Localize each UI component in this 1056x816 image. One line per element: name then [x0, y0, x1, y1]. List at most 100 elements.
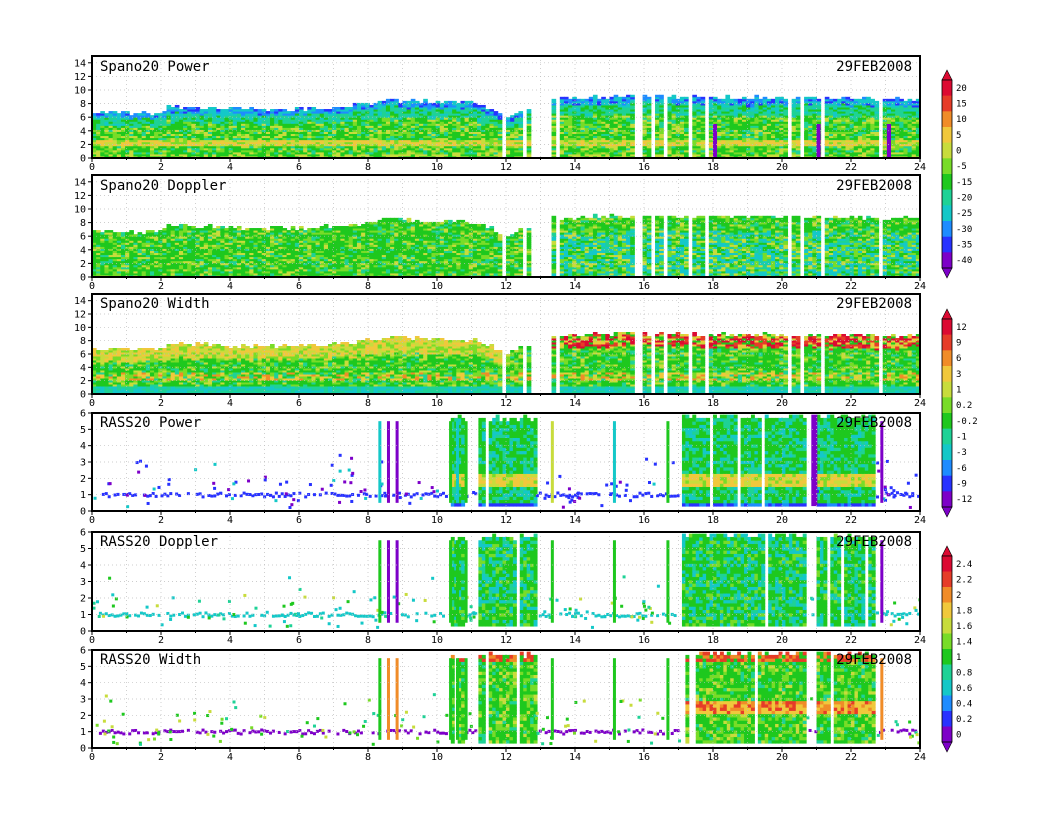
heatmap-cell [129, 151, 134, 155]
heatmap-cell [828, 153, 834, 157]
heatmap-cell [162, 149, 168, 153]
heatmap-cell [766, 107, 772, 110]
heatmap-cell [224, 119, 230, 122]
heatmap-cell [104, 121, 110, 124]
heatmap-cell [265, 133, 271, 137]
heatmap-cell [895, 151, 900, 155]
heatmap-cell [642, 131, 648, 135]
heatmap-cell [679, 100, 685, 104]
heatmap-cell [398, 125, 403, 128]
heatmap-cell [178, 121, 184, 124]
heatmap-cell [853, 117, 859, 120]
heatmap-cell [580, 141, 586, 145]
heatmap-cell [915, 127, 920, 130]
heatmap-cell [187, 145, 192, 149]
heatmap-cell [584, 141, 590, 145]
heatmap-cell [207, 131, 213, 135]
heatmap-cell [100, 147, 105, 151]
heatmap-cell [655, 135, 660, 139]
heatmap-cell [568, 143, 573, 147]
heatmap-cell [729, 151, 735, 155]
heatmap-cell [845, 155, 851, 158]
heatmap-cell [108, 149, 114, 153]
heatmap-cell [754, 131, 760, 135]
heatmap-cell [410, 127, 416, 130]
heatmap-cell [435, 145, 441, 149]
heatmap-cell [112, 127, 118, 130]
heatmap-cell [737, 117, 743, 120]
heatmap-cell [617, 135, 623, 139]
heatmap-cell [866, 104, 871, 108]
heatmap-cell [862, 131, 867, 135]
heatmap-cell [675, 155, 681, 158]
heatmap-cell [514, 135, 519, 139]
heatmap-cell [348, 135, 354, 139]
heatmap-cell [178, 119, 184, 122]
heatmap-cell [270, 141, 275, 145]
heatmap-cell [617, 109, 623, 112]
heatmap-cell [642, 96, 648, 100]
heatmap-cell [187, 153, 192, 157]
heatmap-cell [563, 155, 569, 158]
heatmap-cell [112, 125, 118, 128]
heatmap-cell [448, 133, 453, 137]
heatmap-cell [377, 127, 383, 130]
heatmap-cell [116, 117, 122, 120]
heatmap-cell [874, 100, 880, 104]
heatmap-cell [443, 151, 449, 155]
heatmap-cell [725, 113, 731, 116]
heatmap-cell [286, 123, 292, 126]
heatmap-cell [609, 102, 615, 106]
heatmap-cell [853, 147, 859, 151]
heatmap-cell [290, 135, 296, 139]
heatmap-cell [390, 98, 395, 102]
heatmap-cell [559, 96, 565, 100]
heatmap-cell [133, 133, 139, 137]
heatmap-cell [183, 143, 188, 147]
heatmap-cell [584, 98, 590, 102]
heatmap-cell [402, 123, 408, 126]
heatmap-cell [125, 125, 130, 128]
heatmap-cell [270, 133, 275, 137]
heatmap-cell [199, 131, 205, 135]
heatmap-cell [572, 137, 577, 141]
heatmap-cell [770, 121, 776, 124]
heatmap-cell [750, 149, 755, 153]
heatmap-cell [265, 123, 271, 126]
heatmap-cell [270, 149, 275, 153]
heatmap-cell [439, 119, 445, 122]
heatmap-cell [120, 131, 126, 135]
heatmap-cell [857, 137, 863, 141]
heatmap-cell [249, 149, 254, 153]
heatmap-cell [659, 145, 664, 149]
heatmap-cell [199, 113, 205, 116]
heatmap-cell [713, 107, 718, 110]
heatmap-cell [592, 121, 598, 124]
heatmap-cell [758, 121, 764, 124]
heatmap-cell [762, 145, 768, 149]
heatmap-cell [721, 135, 726, 139]
heatmap-cell [336, 151, 341, 155]
heatmap-cell [733, 151, 739, 155]
heatmap-cell [903, 149, 909, 153]
heatmap-cell [166, 111, 172, 114]
heatmap-cell [170, 119, 176, 122]
heatmap-cell [468, 145, 474, 149]
heatmap-cell [245, 151, 250, 155]
heatmap-cell [506, 125, 511, 128]
heatmap-cell [100, 113, 105, 116]
heatmap-cell [746, 100, 751, 104]
heatmap-cell [439, 153, 445, 157]
heatmap-cell [551, 155, 557, 158]
heatmap-cell [754, 100, 760, 104]
heatmap-cell [659, 153, 664, 157]
heatmap-cell [580, 107, 586, 110]
heatmap-cell [410, 113, 416, 116]
heatmap-cell [766, 121, 772, 124]
heatmap-cell [373, 153, 379, 157]
heatmap-cell [601, 133, 606, 137]
heatmap-cell [232, 127, 238, 130]
heatmap-cell [174, 135, 180, 139]
heatmap-cell [452, 145, 457, 149]
heatmap-cell [841, 147, 846, 151]
